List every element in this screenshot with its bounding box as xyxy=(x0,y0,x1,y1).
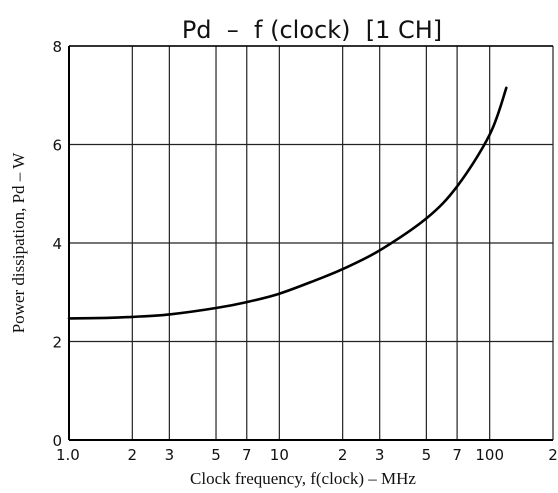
x-tick-label: 10 xyxy=(270,446,289,464)
y-tick-label: 4 xyxy=(52,235,62,253)
x-tick-label: 5 xyxy=(211,446,221,464)
x-tick-label: 1.0 xyxy=(56,446,80,464)
y-tick-label: 8 xyxy=(52,38,62,56)
x-tick-label: 2 xyxy=(128,446,138,464)
y-tick-label: 2 xyxy=(52,334,62,352)
x-tick-label: 7 xyxy=(242,446,252,464)
series-line xyxy=(67,86,508,320)
x-tick-label: 3 xyxy=(375,446,385,464)
y-axis-label: Power dissipation, Pd – W xyxy=(9,152,28,334)
x-axis-label: Clock frequency, f(clock) – MHz xyxy=(190,469,416,488)
tick-labels: 1.0 2 3 5 7 10 2 3 5 7 100 2 0 2 4 6 8 xyxy=(52,38,557,464)
chart-title: Pd – f (clock) [1 CH] xyxy=(182,16,442,44)
y-tick-label: 6 xyxy=(52,137,62,155)
y-tick-label: 0 xyxy=(52,432,62,450)
x-tick-label: 5 xyxy=(422,446,432,464)
x-tick-label: 3 xyxy=(165,446,175,464)
x-tick-label: 2 xyxy=(548,446,558,464)
grid xyxy=(68,45,554,441)
x-tick-label: 7 xyxy=(452,446,462,464)
series-layer xyxy=(67,86,508,320)
x-tick-label: 2 xyxy=(338,446,348,464)
x-tick-label: 100 xyxy=(475,446,504,464)
